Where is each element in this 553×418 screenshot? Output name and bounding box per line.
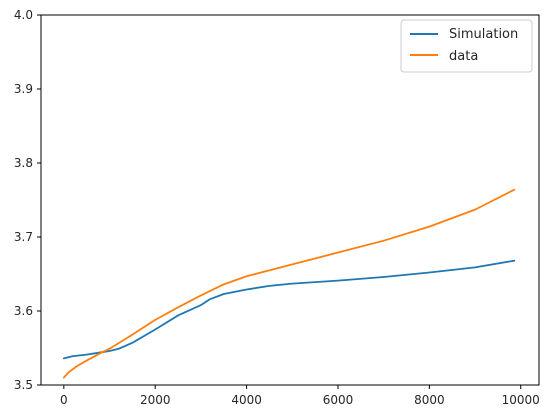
y-tick-label: 3.9 (14, 82, 33, 96)
y-tick-label: 4.0 (14, 8, 33, 22)
plot-frame (40, 14, 540, 386)
series-layer (62, 188, 516, 379)
y-tick-label: 3.5 (14, 378, 33, 392)
plot-background (41, 15, 539, 385)
x-axis: 0 2000 4000 6000 8000 10000 (60, 385, 540, 407)
legend: Simulation data (400, 19, 533, 73)
x-tick-label: 4000 (231, 393, 262, 407)
y-axis: 3.5 3.6 3.7 3.8 3.9 4.0 (14, 8, 41, 392)
x-tick-label: 2000 (140, 393, 171, 407)
legend-label-data: data (449, 49, 478, 64)
x-tick-label: 6000 (323, 393, 354, 407)
series-line-data (62, 188, 516, 379)
legend-label-simulation: Simulation (449, 27, 518, 42)
x-tick-label: 0 (60, 393, 68, 407)
x-tick-label: 8000 (414, 393, 445, 407)
y-tick-label: 3.6 (14, 304, 33, 318)
x-tick-label: 10000 (502, 393, 540, 407)
y-tick-label: 3.7 (14, 230, 33, 244)
y-tick-label: 3.8 (14, 156, 33, 170)
